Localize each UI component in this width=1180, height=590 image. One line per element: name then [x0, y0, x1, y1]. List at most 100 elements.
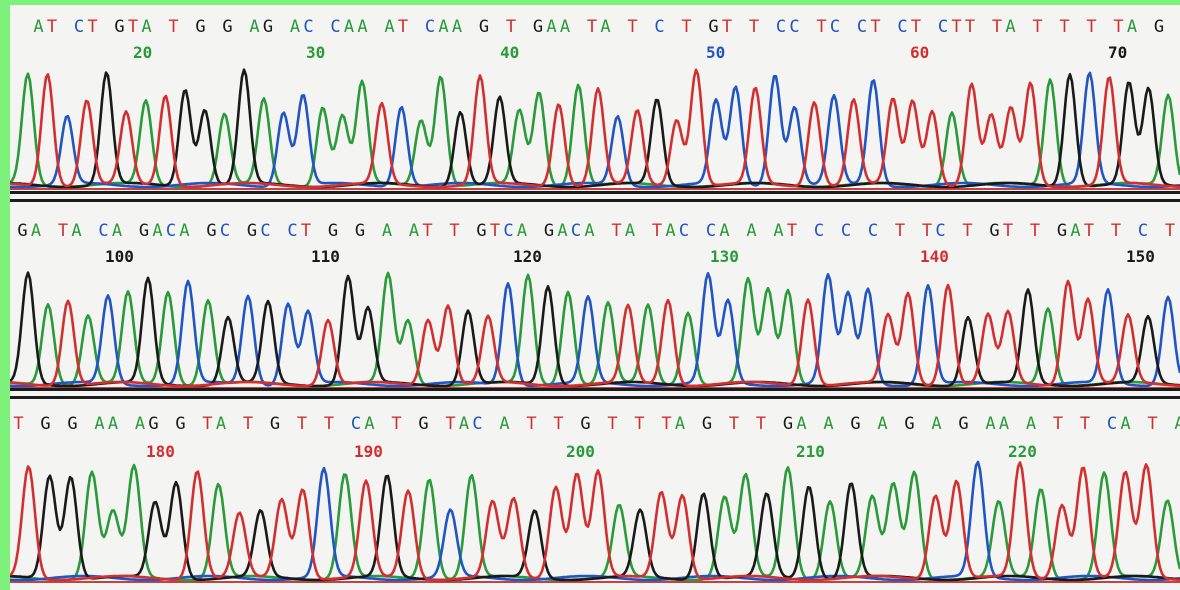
- base-call: C: [867, 221, 879, 241]
- base-call: [529, 221, 543, 241]
- base-call: C: [1106, 414, 1118, 434]
- base-call: T: [296, 414, 308, 434]
- base-call: [539, 414, 553, 434]
- base-call: [316, 17, 330, 37]
- base-call: [370, 17, 384, 37]
- base-call: C: [165, 221, 177, 241]
- base-call: A: [152, 221, 164, 241]
- base-call: [880, 221, 894, 241]
- base-call: [971, 414, 985, 434]
- base-call: A: [94, 414, 106, 434]
- base-call: A: [665, 221, 677, 241]
- trace-C: [10, 460, 1180, 582]
- base-call: A: [289, 17, 301, 37]
- base-call: T: [57, 221, 69, 241]
- base-call: A: [71, 221, 83, 241]
- base-call: [883, 17, 897, 37]
- base-call: T: [1147, 414, 1159, 434]
- base-call: T: [526, 414, 538, 434]
- base-call: [462, 221, 476, 241]
- base-call: [518, 17, 532, 37]
- base-call: [809, 414, 823, 434]
- base-call: T: [1113, 17, 1125, 37]
- base-call: [336, 414, 350, 434]
- base-call: T: [1032, 17, 1044, 37]
- base-call: [208, 17, 222, 37]
- base-call: T: [921, 221, 933, 241]
- base-call: A: [773, 221, 785, 241]
- base-call: T: [1029, 221, 1041, 241]
- base-call: A: [1025, 414, 1037, 434]
- base-call: A: [179, 221, 191, 241]
- base-call: G: [904, 414, 916, 434]
- base-call: T: [391, 414, 403, 434]
- base-call: A: [499, 414, 511, 434]
- base-call: A: [384, 17, 396, 37]
- base-call: [1018, 17, 1032, 37]
- base-call: G: [478, 17, 490, 37]
- base-call: [120, 414, 134, 434]
- base-call: C: [856, 17, 868, 37]
- base-call: T: [323, 414, 335, 434]
- base-call: A: [438, 17, 450, 37]
- base-call: [1160, 414, 1174, 434]
- base-call: A: [1173, 414, 1180, 434]
- position-label: 130: [710, 247, 739, 266]
- base-call: [890, 414, 904, 434]
- base-call: T: [1002, 221, 1014, 241]
- base-call: [84, 221, 98, 241]
- base-call: [192, 221, 206, 241]
- base-call: T: [1052, 414, 1064, 434]
- base-call: T: [397, 17, 409, 37]
- base-call: A: [1005, 17, 1017, 37]
- trace-T: [10, 68, 1180, 189]
- base-call: C: [789, 17, 801, 37]
- base-call: A: [746, 221, 758, 241]
- base-call: [802, 17, 816, 37]
- base-call: [1072, 17, 1086, 37]
- base-call: A: [674, 414, 686, 434]
- base-call: [647, 414, 661, 434]
- base-call: G: [40, 414, 52, 434]
- base-call: A: [559, 17, 571, 37]
- base-call: [313, 221, 327, 241]
- base-call: C: [813, 221, 825, 241]
- base-call: G: [850, 414, 862, 434]
- base-call: A: [343, 17, 355, 37]
- base-call: [232, 221, 246, 241]
- base-call: [691, 221, 705, 241]
- trace-plot: [10, 68, 1180, 190]
- base-call: [100, 17, 114, 37]
- base-call: [1038, 414, 1052, 434]
- base-call: G: [1056, 221, 1068, 241]
- base-call: [80, 414, 94, 434]
- base-call: A: [796, 414, 808, 434]
- base-call: C: [73, 17, 85, 37]
- position-label: 180: [146, 442, 175, 461]
- base-call: A: [451, 17, 463, 37]
- base-call: C: [897, 17, 909, 37]
- position-label: 150: [1126, 247, 1155, 266]
- base-call: G: [262, 17, 274, 37]
- base-call: G: [958, 414, 970, 434]
- base-call: [640, 17, 654, 37]
- base-call: A: [624, 221, 636, 241]
- base-call: [410, 17, 424, 37]
- base-call: T: [951, 17, 963, 37]
- base-call: [593, 414, 607, 434]
- base-call: [694, 17, 708, 37]
- base-call: C: [472, 414, 484, 434]
- base-call: G: [67, 414, 79, 434]
- position-label: 200: [566, 442, 595, 461]
- row-separator: [10, 199, 1180, 202]
- base-call: [255, 414, 269, 434]
- base-call: T: [168, 17, 180, 37]
- base-call: [687, 414, 701, 434]
- base-call: A: [584, 221, 596, 241]
- base-call: G: [269, 414, 281, 434]
- base-call: [275, 17, 289, 37]
- base-call: G: [222, 17, 234, 37]
- base-call: T: [728, 414, 740, 434]
- base-call: A: [107, 414, 119, 434]
